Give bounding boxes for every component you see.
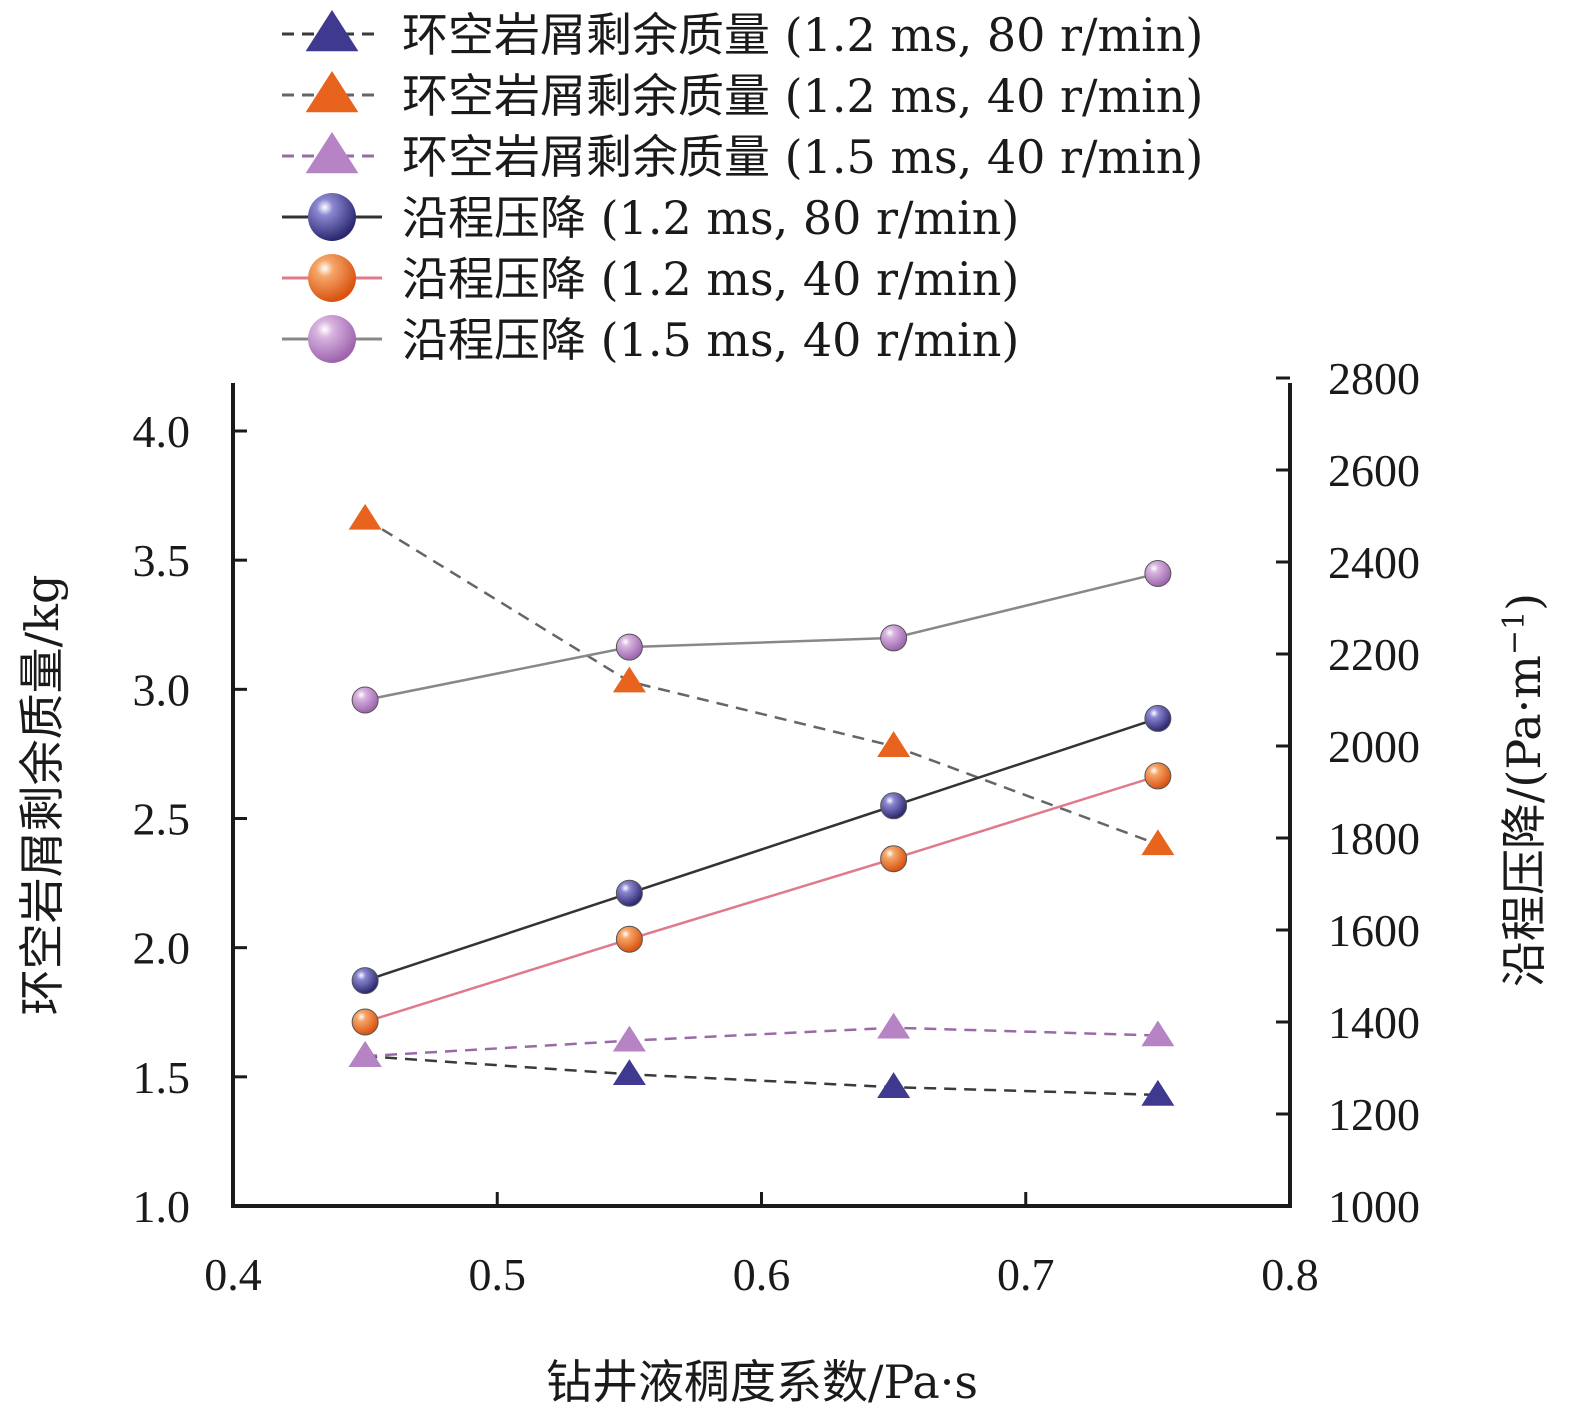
x-tick-label: 0.6: [733, 1249, 791, 1300]
right-axis-title-sup: −1: [1497, 611, 1532, 655]
legend-label-3: 环空岩屑剩余质量 (1.5 ms, 40 r/min): [402, 130, 1203, 184]
right-tick-label: 1200: [1328, 1089, 1420, 1140]
series-line-3: [365, 1026, 1158, 1058]
series-3-triangle-point: [1141, 1020, 1175, 1047]
legend-circle-icon: [308, 254, 356, 302]
series-6-circle-point: [615, 633, 643, 661]
legend-label-4: 沿程压降 (1.2 ms, 80 r/min): [402, 191, 1019, 245]
right-tick-label: 2000: [1328, 721, 1420, 772]
right-tick-label: 1800: [1328, 813, 1420, 864]
right-axis-title-main: 沿程压降/(Pa·m: [1497, 655, 1551, 987]
legend-triangle-icon: [305, 10, 359, 52]
series-3-triangle-point: [612, 1025, 646, 1052]
left-tick-label: 3.5: [133, 535, 191, 586]
series-5-circle-point: [880, 845, 908, 873]
series-1-triangle-point: [612, 1059, 646, 1086]
x-axis-title: 钻井液稠度系数/Pa·s: [546, 1355, 978, 1409]
series-5-circle-point: [351, 1008, 379, 1036]
right-tick-label: 2400: [1328, 537, 1420, 588]
series-4-circle-point: [880, 792, 908, 820]
right-tick-label: 1600: [1328, 905, 1420, 956]
series-5-circle-point: [615, 925, 643, 953]
legend-label-5: 沿程压降 (1.2 ms, 40 r/min): [402, 252, 1019, 306]
series-line-4: [364, 717, 1159, 982]
axes: [231, 383, 1292, 1208]
left-axis-title: 环空岩屑剩余质量/kg: [15, 575, 69, 1016]
left-tick-label: 3.0: [133, 664, 191, 715]
series-4-circle-point: [1144, 704, 1172, 732]
right-axis-title-close: ): [1497, 593, 1551, 611]
x-tick-label: 0.4: [204, 1249, 262, 1300]
series-1-triangle-point: [1141, 1079, 1175, 1106]
series-2-triangle-point: [1141, 829, 1175, 856]
left-tick-label: 4.0: [133, 406, 191, 457]
right-tick-label: 1400: [1328, 997, 1420, 1048]
series-line-6: [364, 572, 1159, 702]
x-tick-label: 0.8: [1261, 1249, 1319, 1300]
right-tick-label: 2200: [1328, 629, 1420, 680]
series-3-triangle-point: [348, 1041, 382, 1067]
left-tick-label: 2.0: [133, 923, 191, 974]
ticks: 0.4 0.5 0.6 0.7 0.8 1.0 1.5 2.0 2.5 3.0 3.5 4.0 1000…: [133, 353, 1421, 1300]
left-tick-label: 1.5: [133, 1052, 191, 1103]
left-tick-label: 1.0: [133, 1181, 191, 1232]
series-6-circle-point: [351, 686, 379, 714]
series-6-circle-point: [880, 624, 908, 652]
series-line-2: [364, 517, 1159, 846]
left-tick-label: 2.5: [133, 794, 191, 845]
series-2-triangle-point: [612, 666, 646, 693]
right-axis-title: 沿程压降/(Pa·m−1): [1497, 593, 1551, 987]
series-3-triangle-point: [877, 1012, 911, 1039]
series-lines: [364, 517, 1159, 1097]
series-4-circle-point: [351, 967, 379, 995]
legend-circle-icon: [308, 315, 356, 363]
series-line-1: [365, 1054, 1158, 1097]
x-tick-label: 0.5: [469, 1249, 527, 1300]
series-2-triangle-point: [877, 731, 911, 757]
legend-triangle-icon: [305, 132, 359, 174]
right-tick-label: 1000: [1328, 1181, 1420, 1232]
series-2-triangle-point: [348, 503, 382, 530]
series-line-5: [364, 774, 1159, 1024]
legend-label-1: 环空岩屑剩余质量 (1.2 ms, 80 r/min): [402, 8, 1203, 62]
legend: 环空岩屑剩余质量 (1.2 ms, 80 r/min) 环空岩屑剩余质量 (1.2…: [282, 8, 1203, 367]
legend-triangle-icon: [305, 71, 359, 113]
series-4-circle-point: [615, 879, 643, 907]
series-1-triangle-point: [877, 1072, 911, 1098]
markers: [348, 503, 1175, 1106]
right-tick-label: 2800: [1328, 353, 1420, 404]
series-5-circle-point: [1144, 762, 1172, 790]
legend-label-2: 环空岩屑剩余质量 (1.2 ms, 40 r/min): [402, 69, 1203, 123]
legend-circle-icon: [308, 193, 356, 241]
series-6-circle-point: [1144, 560, 1172, 587]
legend-label-6: 沿程压降 (1.5 ms, 40 r/min): [402, 313, 1019, 367]
x-tick-label: 0.7: [997, 1249, 1055, 1300]
right-tick-label: 2600: [1328, 445, 1420, 496]
